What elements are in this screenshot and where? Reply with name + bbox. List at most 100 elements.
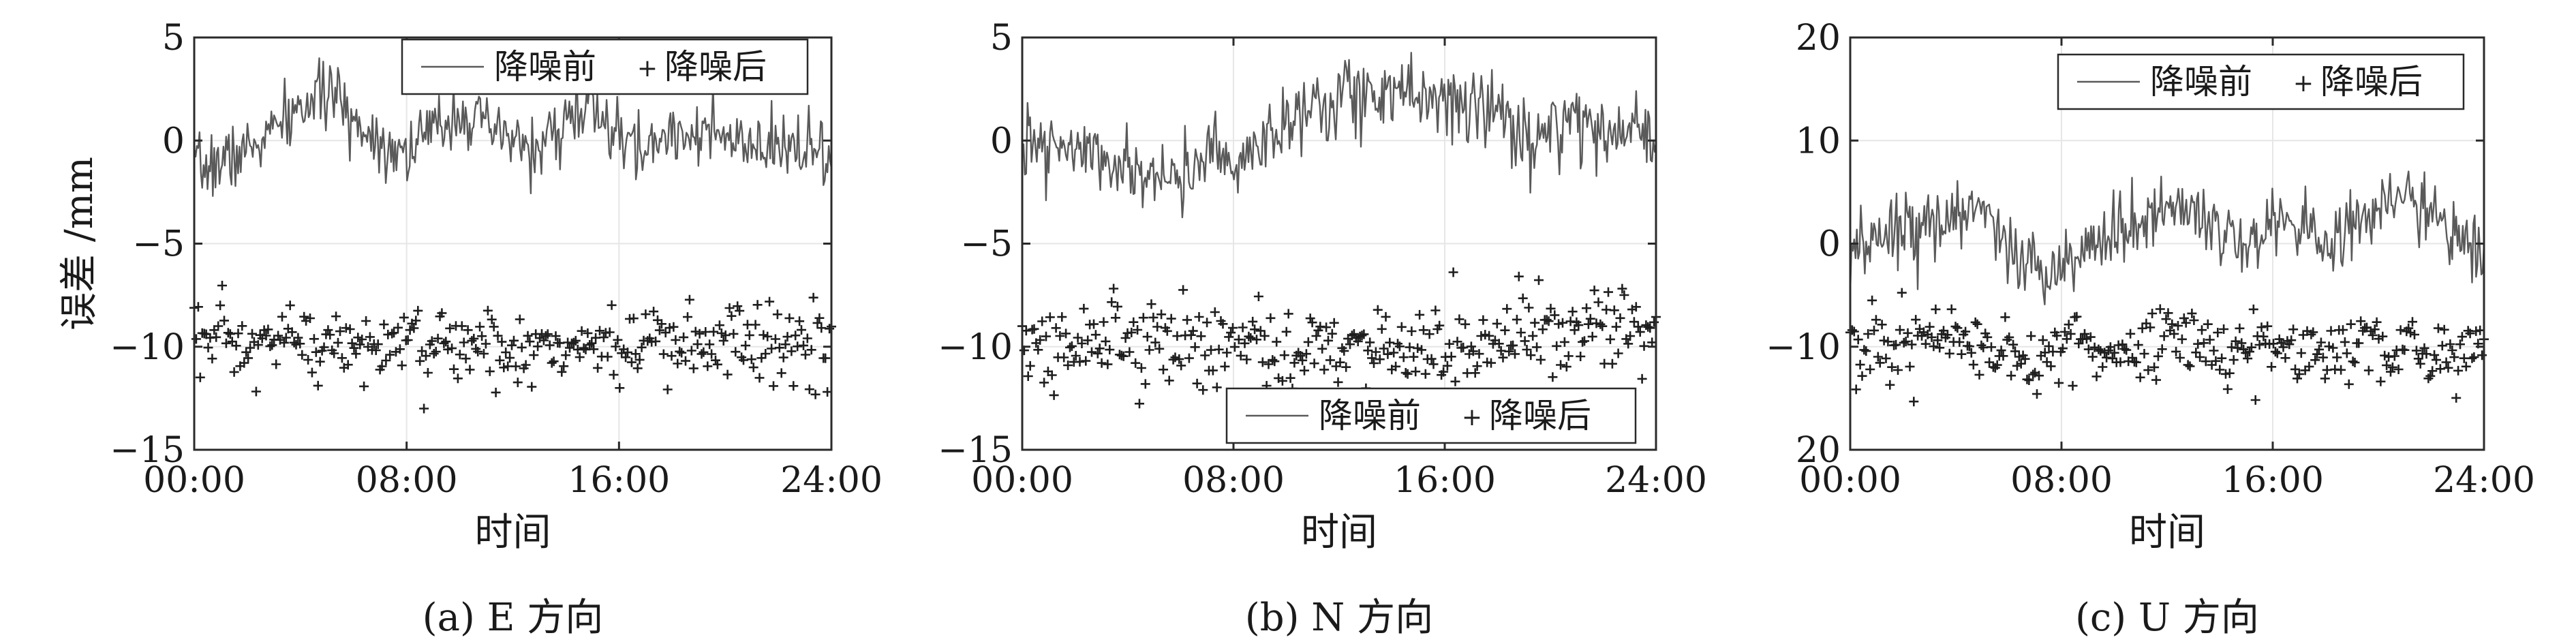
denoised-point — [595, 326, 604, 336]
denoised-point — [2294, 369, 2304, 379]
denoised-point — [1196, 331, 1206, 341]
denoised-point — [1601, 305, 1612, 315]
denoised-point — [778, 352, 788, 363]
denoised-point — [1869, 325, 1879, 335]
denoised-point — [718, 336, 729, 346]
denoised-point — [615, 383, 625, 393]
denoised-point — [1120, 333, 1131, 343]
denoised-point — [2278, 342, 2288, 352]
denoised-point — [2072, 311, 2082, 322]
denoised-point — [1430, 305, 1441, 316]
denoised-point — [701, 327, 711, 337]
y-tick-label: −15 — [110, 430, 185, 471]
denoised-point — [1535, 354, 1546, 365]
denoised-point — [1420, 369, 1430, 379]
denoised-point — [2151, 375, 2161, 385]
denoised-point — [409, 323, 419, 333]
denoised-point — [570, 335, 581, 346]
denoised-point — [1325, 355, 1335, 365]
denoised-point — [2270, 347, 2280, 357]
denoised-point — [1558, 318, 1567, 328]
denoised-point — [577, 326, 587, 336]
denoised-point — [1289, 358, 1300, 368]
denoised-point — [1631, 302, 1641, 312]
denoised-point — [1025, 361, 1035, 371]
denoised-point — [1944, 348, 1954, 358]
raw-series-a — [193, 57, 833, 197]
denoised-point — [463, 325, 473, 335]
denoised-point — [2386, 367, 2395, 377]
denoised-point — [770, 334, 780, 344]
denoised-point — [656, 319, 666, 329]
denoised-point — [707, 349, 717, 359]
denoised-point — [211, 332, 221, 342]
denoised-point — [545, 340, 555, 350]
denoised-point — [1405, 342, 1415, 352]
denoised-point — [1220, 361, 1230, 371]
denoised-point — [2245, 347, 2254, 357]
denoised-point — [1847, 325, 1857, 335]
denoised-point — [1077, 339, 1087, 348]
denoised-point — [2453, 365, 2464, 375]
denoised-point — [1039, 378, 1049, 388]
denoised-point — [495, 355, 505, 365]
denoised-point — [1595, 319, 1606, 329]
denoised-point — [245, 343, 256, 353]
denoised-point — [2432, 355, 2441, 365]
denoised-point — [1266, 313, 1276, 323]
denoised-point — [347, 338, 357, 348]
denoised-point — [295, 339, 305, 349]
denoised-point — [247, 328, 257, 339]
denoised-point — [1389, 348, 1399, 358]
denoised-point — [1615, 313, 1625, 323]
denoised-point — [311, 347, 321, 357]
denoised-point — [521, 360, 531, 370]
denoised-point — [1901, 337, 1911, 347]
x-tick-label: 08:00 — [1182, 460, 1285, 501]
denoised-point — [1047, 370, 1057, 380]
denoised-point — [1375, 354, 1385, 365]
legend-label-raw-c: 降噪前 — [2150, 62, 2252, 102]
denoised-point — [261, 331, 271, 341]
denoised-point — [2445, 339, 2455, 349]
denoised-point — [810, 389, 821, 399]
denoised-point — [523, 331, 533, 341]
denoised-point — [2038, 335, 2048, 346]
denoised-point — [2126, 328, 2136, 339]
legend-c: 降噪前 + 降噪后 — [2057, 53, 2465, 110]
denoised-point — [397, 361, 407, 371]
denoised-point — [621, 352, 631, 363]
denoised-point — [1259, 331, 1270, 341]
denoised-point — [589, 344, 599, 354]
denoised-point — [683, 312, 692, 322]
denoised-point — [1987, 342, 1996, 352]
denoised-point — [1875, 358, 1885, 368]
denoised-point — [2378, 331, 2388, 341]
denoised-point — [1899, 337, 1909, 348]
y-tick-label: −5 — [132, 224, 185, 265]
denoised-point — [1159, 365, 1168, 375]
denoised-point — [305, 313, 315, 323]
denoised-point — [273, 331, 283, 341]
y-tick-label: −5 — [960, 224, 1013, 265]
denoised-point — [265, 341, 275, 352]
denoised-point — [497, 337, 507, 347]
denoised-point — [555, 338, 565, 348]
denoised-point — [696, 349, 707, 359]
denoised-point — [365, 332, 375, 342]
denoised-point — [1861, 346, 1871, 356]
denoised-point — [449, 364, 459, 374]
denoised-point — [323, 325, 333, 335]
denoised-point — [604, 327, 615, 337]
denoised-point — [733, 301, 743, 311]
denoised-point — [2181, 318, 2191, 328]
denoised-point — [2026, 331, 2036, 341]
denoised-point — [2404, 323, 2414, 333]
denoised-point — [2419, 343, 2429, 353]
denoised-point — [1559, 337, 1569, 347]
x-tick-label: 24:00 — [780, 460, 883, 501]
denoised-point — [191, 334, 201, 344]
denoised-point — [1957, 349, 1967, 359]
denoised-point — [1645, 323, 1655, 333]
denoised-point — [780, 339, 791, 350]
